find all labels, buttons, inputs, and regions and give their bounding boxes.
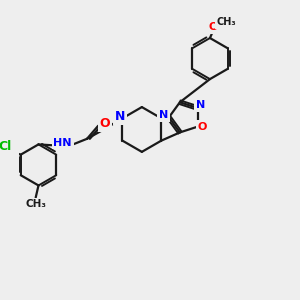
Text: N: N bbox=[115, 110, 125, 123]
Text: O: O bbox=[208, 22, 218, 32]
Text: HN: HN bbox=[53, 137, 72, 148]
Text: N: N bbox=[196, 100, 205, 110]
Text: O: O bbox=[198, 122, 207, 132]
Text: O: O bbox=[99, 117, 110, 130]
Text: Cl: Cl bbox=[0, 140, 11, 153]
Text: CH₃: CH₃ bbox=[216, 17, 236, 27]
Text: N: N bbox=[159, 110, 168, 121]
Text: CH₃: CH₃ bbox=[25, 199, 46, 209]
